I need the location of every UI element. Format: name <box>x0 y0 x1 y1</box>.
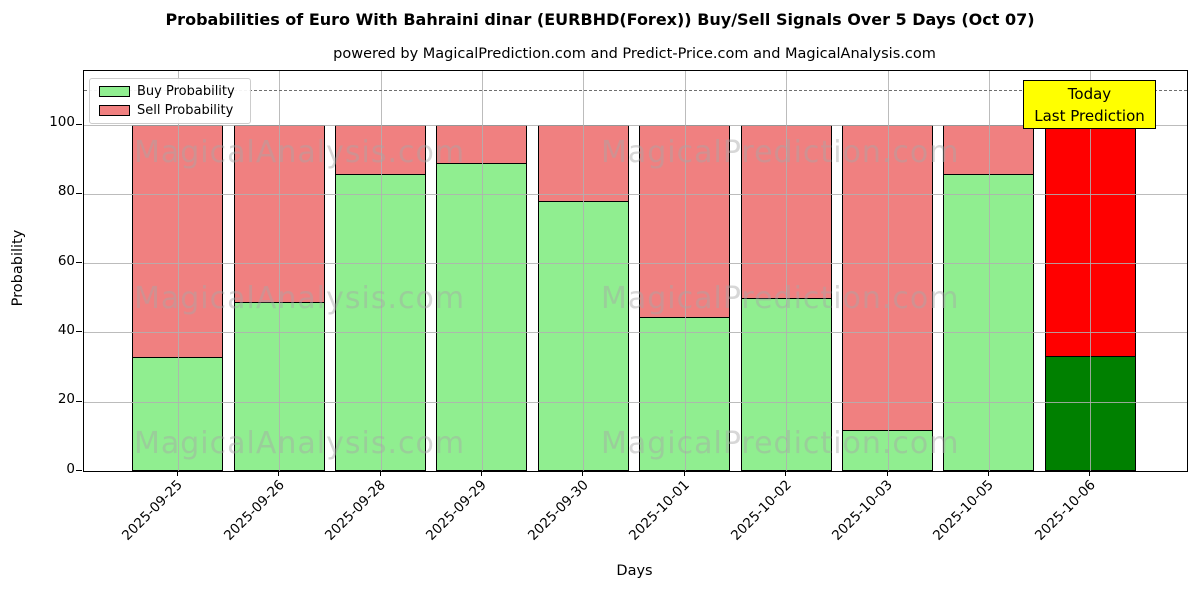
v-gridline <box>887 71 889 471</box>
x-tick-mark <box>379 471 381 476</box>
h-gridline <box>84 263 1187 265</box>
v-gridline <box>279 71 281 471</box>
plot-area: MagicalAnalysis.com MagicalPrediction.com… <box>83 70 1188 472</box>
legend: Buy Probability Sell Probability <box>89 78 251 124</box>
watermark-text: MagicalPrediction.com <box>601 135 960 170</box>
x-tick-label: 2025-09-29 <box>423 477 491 544</box>
x-tick-label: 2025-10-01 <box>626 477 694 544</box>
x-tick-label: 2025-10-02 <box>727 477 795 544</box>
y-tick-mark <box>76 262 82 264</box>
watermark-text: MagicalPrediction.com <box>601 426 960 461</box>
y-tick-label: 20 <box>57 391 75 408</box>
x-tick-mark <box>683 471 685 476</box>
today-annotation: Today Last Prediction <box>1023 80 1156 129</box>
x-tick-label: 2025-09-28 <box>322 477 389 544</box>
threshold-dashed-line <box>84 90 1187 92</box>
v-gridline <box>684 71 686 471</box>
y-tick-label: 80 <box>57 183 75 200</box>
y-tick-label: 100 <box>49 114 75 131</box>
legend-item: Buy Probability <box>99 84 250 99</box>
v-gridline <box>177 71 179 471</box>
x-tick-label: 2025-10-06 <box>1031 477 1099 544</box>
h-gridline <box>84 193 1187 195</box>
y-axis-label: Probability <box>10 229 26 307</box>
chart-subtitle: powered by MagicalPrediction.com and Pre… <box>333 46 936 62</box>
legend-swatch <box>99 105 130 116</box>
legend-swatch <box>99 86 130 97</box>
chart-title: Probabilities of Euro With Bahraini dina… <box>165 10 1035 29</box>
y-tick-mark <box>76 470 82 471</box>
watermark-text: MagicalPrediction.com <box>601 281 960 316</box>
today-annotation-line2: Last Prediction <box>1034 106 1145 125</box>
x-axis-label: Days <box>616 563 653 579</box>
y-tick-mark <box>76 400 82 402</box>
v-gridline <box>786 71 788 471</box>
x-tick-label: 2025-09-26 <box>220 477 288 544</box>
v-gridline <box>481 71 483 471</box>
watermark-text: MagicalAnalysis.com <box>134 135 466 170</box>
v-gridline <box>380 71 382 471</box>
x-tick-label: 2025-09-25 <box>119 477 187 544</box>
watermark-text: MagicalAnalysis.com <box>134 281 466 316</box>
x-tick-mark <box>886 471 888 476</box>
y-tick-mark <box>76 331 82 333</box>
x-tick-mark <box>785 471 787 476</box>
h-gridline <box>84 401 1187 403</box>
h-gridline <box>84 124 1187 126</box>
watermark-text: MagicalAnalysis.com <box>134 426 466 461</box>
legend-item: Sell Probability <box>99 103 250 118</box>
v-gridline <box>1090 71 1092 471</box>
v-gridline <box>988 71 990 471</box>
x-tick-mark <box>582 471 584 476</box>
y-tick-mark <box>76 123 82 125</box>
legend-label: Sell Probability <box>137 103 234 118</box>
x-tick-mark <box>1089 471 1091 476</box>
today-annotation-line1: Today <box>1067 84 1112 103</box>
y-tick-label: 40 <box>57 321 75 338</box>
y-tick-label: 60 <box>57 252 75 269</box>
y-tick-label: 0 <box>66 460 75 477</box>
y-tick-mark <box>76 192 82 194</box>
x-tick-label: 2025-10-03 <box>829 477 896 544</box>
x-tick-mark <box>480 471 482 476</box>
x-tick-mark <box>278 471 280 476</box>
x-tick-mark <box>176 471 178 476</box>
x-tick-label: 2025-09-30 <box>524 477 592 544</box>
x-tick-mark <box>987 471 989 476</box>
h-gridline <box>84 332 1187 334</box>
v-gridline <box>583 71 585 471</box>
x-tick-label: 2025-10-05 <box>930 477 998 544</box>
legend-label: Buy Probability <box>137 84 235 99</box>
